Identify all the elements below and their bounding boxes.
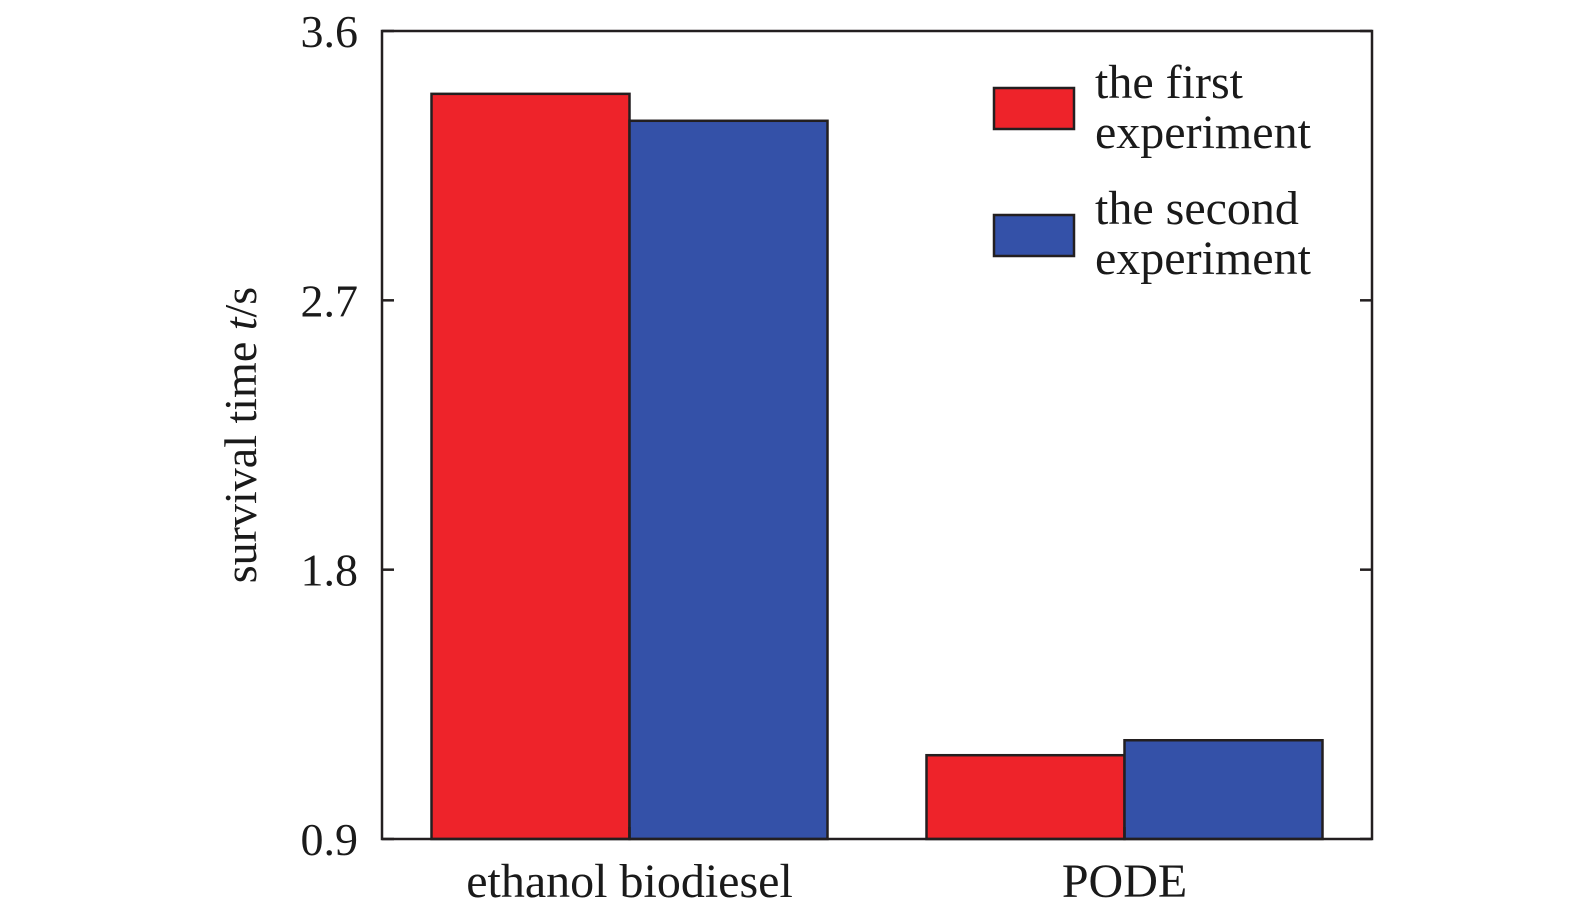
x-category-label: ethanol biodiesel xyxy=(466,855,793,908)
y-tick-label: 1.8 xyxy=(301,545,359,596)
y-axis-title-unit: /s xyxy=(215,287,266,318)
legend-entry-first: the first experiment xyxy=(992,56,1312,159)
bar-first-ethanol-biodiesel xyxy=(430,92,631,841)
legend-label-first-line1: the first xyxy=(1095,56,1244,109)
y-tick-label: 2.7 xyxy=(301,275,359,326)
legend-entry-second: the second experiment xyxy=(992,182,1312,285)
y-tick-label: 0.9 xyxy=(301,814,359,865)
x-axis-labels: ethanol biodiesel PODE xyxy=(466,827,1187,908)
legend-label-first: the first experiment xyxy=(1095,56,1312,159)
plot-frame xyxy=(380,29,1374,841)
legend-label-second: the second experiment xyxy=(1095,182,1312,285)
y-axis-title-main: survival time xyxy=(215,330,266,583)
bars-group xyxy=(430,92,1324,841)
legend: the first experiment the second experime… xyxy=(992,56,1312,285)
y-axis-ticks: 0.9 1.8 2.7 3.6 xyxy=(301,6,1372,865)
y-axis-title: survival time t/s xyxy=(215,287,266,583)
legend-swatch-second xyxy=(992,213,1076,258)
legend-label-first-line2: experiment xyxy=(1095,106,1312,159)
legend-label-second-line2: experiment xyxy=(1095,232,1312,285)
bar-second-pode xyxy=(1123,738,1324,841)
y-tick-label: 3.6 xyxy=(301,6,359,57)
x-category-label: PODE xyxy=(1062,855,1187,908)
legend-label-second-line1: the second xyxy=(1095,182,1299,235)
y-axis-title-variable: t xyxy=(215,316,266,330)
bar-first-pode xyxy=(925,753,1126,841)
legend-swatch-first xyxy=(992,86,1076,131)
bar-second-ethanol-biodiesel xyxy=(628,119,829,841)
